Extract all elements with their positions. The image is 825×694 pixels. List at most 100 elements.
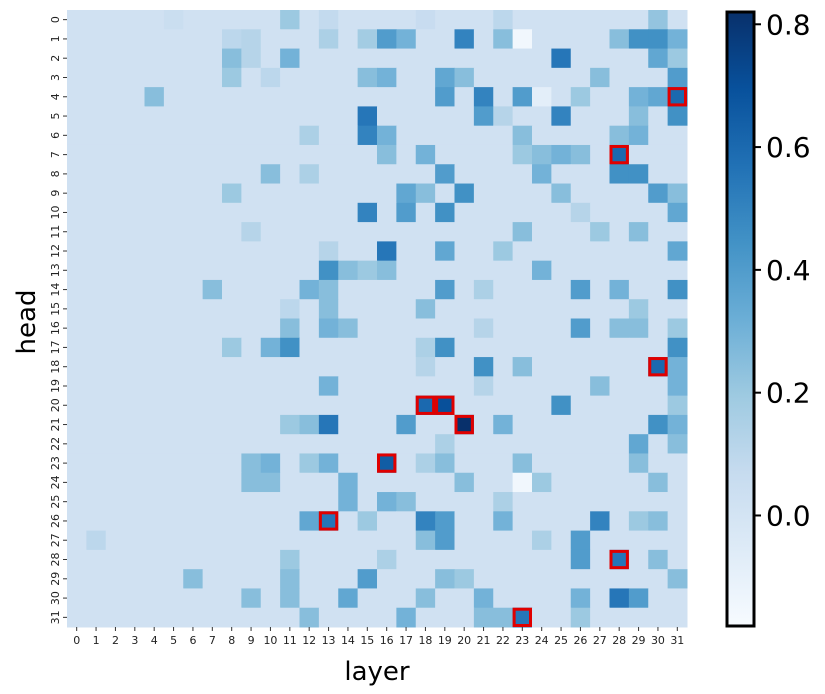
heatmap-cell [667,569,688,589]
heatmap-cell [396,357,417,377]
heatmap-cell [415,511,436,532]
heatmap-cell [222,241,242,262]
heatmap-cell [260,549,281,570]
x-tick-label: 30 [651,634,665,647]
heatmap-cell [667,183,688,204]
heatmap-cell [105,106,126,127]
heatmap-cell [396,67,417,88]
heatmap-cell [396,260,417,281]
heatmap-cell [357,549,378,570]
heatmap-cell [241,222,262,242]
heatmap-cell [144,183,165,204]
heatmap-cell [241,511,262,532]
heatmap-cell [357,357,378,377]
heatmap-cell [144,10,165,30]
heatmap-cell [648,164,669,185]
heatmap-cell [357,511,378,532]
y-tick-labels: 0123456789101112131415161718192021222324… [49,16,67,624]
heatmap-cell [628,607,649,628]
heatmap-cell [222,569,242,589]
heatmap-cell [493,299,514,319]
heatmap-cell [473,318,494,339]
heatmap-cell [590,357,610,377]
highlight-box [415,395,436,415]
heatmap-cell [299,395,320,416]
heatmap-cell [512,492,533,512]
heatmap-cell [125,106,145,127]
heatmap-cell [144,511,165,532]
heatmap-cell [532,144,552,165]
heatmap-cell [299,607,320,628]
highlight-box [454,414,474,435]
heatmap-cell [202,376,223,397]
heatmap-cell [318,376,339,397]
heatmap-cell [532,299,552,319]
heatmap-cell [125,434,145,454]
heatmap-cell [551,549,572,570]
heatmap-cell [590,48,610,69]
heatmap-cell [493,241,514,262]
heatmap-cell [318,492,339,512]
heatmap-cell [260,279,281,300]
heatmap-cell [67,318,87,339]
heatmap-cell [280,144,300,165]
heatmap-cell [202,414,223,435]
heatmap-cell [570,318,591,339]
heatmap-cell [415,164,436,185]
heatmap-cell [570,376,591,397]
colorbar-tick-label: 0.0 [766,499,811,532]
heatmap-cell [163,569,184,589]
heatmap-cell [570,453,591,474]
heatmap-cell [570,164,591,185]
heatmap-cell [202,549,223,570]
heatmap-cell [280,414,300,435]
heatmap-cell [628,395,649,416]
heatmap-cell [357,241,378,262]
heatmap-cell [183,569,204,589]
heatmap-cell [183,144,204,165]
heatmap-cell [222,337,242,358]
heatmap-cell [532,530,552,551]
heatmap-cell [299,29,320,50]
heatmap-cell [144,395,165,416]
heatmap-cell [338,318,359,339]
heatmap-cell [415,299,436,319]
heatmap-cell [183,10,204,30]
heatmap-cell [125,241,145,262]
heatmap-cell [222,376,242,397]
y-tick-label: 3 [49,74,62,81]
heatmap-cell [590,279,610,300]
heatmap-cell [86,549,107,570]
heatmap-cell [551,530,572,551]
heatmap-cell [377,549,397,570]
heatmap-cell [183,299,204,319]
heatmap-cell [648,318,669,339]
heatmap-cell [473,414,494,435]
heatmap-cell [357,434,378,454]
heatmap-cell [222,48,242,69]
heatmap-cell [318,357,339,377]
heatmap-cell [260,472,281,493]
heatmap-cell [338,87,359,107]
heatmap-cell [648,125,669,146]
heatmap-cell [667,492,688,512]
heatmap-cell [377,607,397,628]
heatmap-cell [299,67,320,88]
heatmap-cell [183,376,204,397]
heatmap-cell [144,29,165,50]
heatmap-cell [415,106,436,127]
heatmap-cell [202,125,223,146]
heatmap-cell [532,395,552,416]
heatmap-cell [473,299,494,319]
heatmap-cell [667,125,688,146]
heatmap-cell [183,183,204,204]
heatmap-cell [590,10,610,30]
heatmap-cell [105,125,126,146]
heatmap-cell [396,376,417,397]
x-tick-label: 18 [418,634,432,647]
heatmap-cell [473,87,494,107]
heatmap-cell [183,357,204,377]
heatmap-cell [222,511,242,532]
heatmap-cell [105,569,126,589]
heatmap-cell [377,144,397,165]
